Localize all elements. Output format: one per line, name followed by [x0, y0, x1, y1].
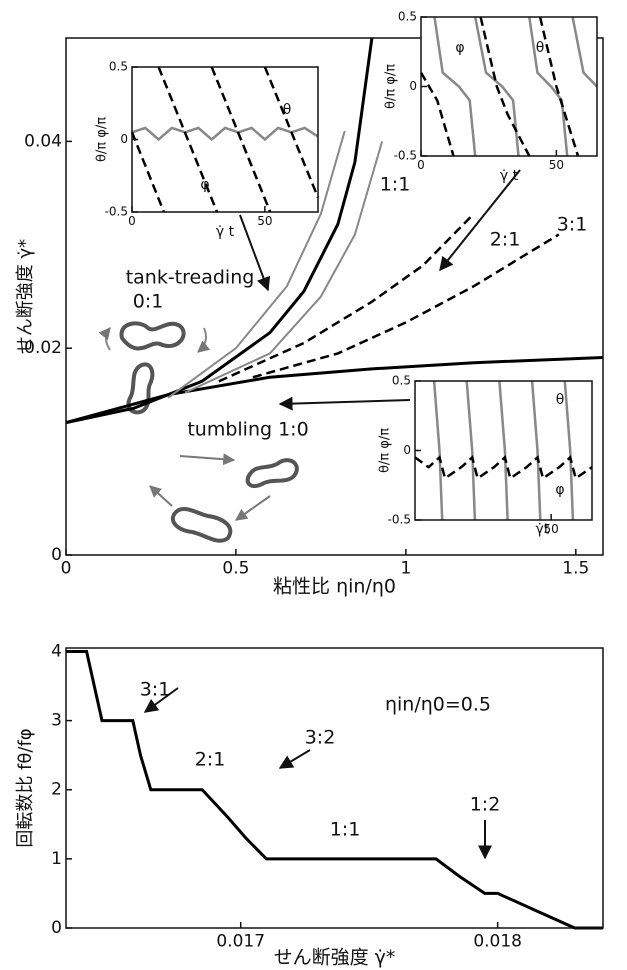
y-tick-label: 0.04: [24, 131, 62, 151]
annotation: θ: [536, 40, 545, 56]
annotation: 2:1: [195, 749, 226, 771]
y-tick-label: 0: [51, 545, 62, 565]
series-line: [167, 130, 346, 399]
annotation: ηin/η0=0.5: [385, 694, 491, 716]
x-tick-label: 0: [417, 158, 425, 172]
y-tick-label: 0: [403, 443, 411, 457]
x-tick-label: 50: [544, 522, 559, 536]
annotation: 0:1: [133, 291, 164, 313]
inset-background: [421, 17, 597, 156]
annotation: 3:1: [557, 214, 588, 236]
y-tick-label: -0.5: [388, 513, 411, 527]
series-line: [432, 380, 575, 521]
series-line: [65, 37, 374, 425]
y-tick-label: 2: [51, 780, 62, 800]
y-tick-label: -0.5: [105, 205, 128, 219]
inset-background: [415, 381, 592, 520]
x-axis-label: せん断強度 γ̇*: [274, 947, 396, 969]
x-tick-label: 0.017: [216, 932, 265, 952]
series-line: [184, 141, 384, 394]
y-tick-label: -0.5: [394, 149, 417, 163]
y-tick-label: 0: [409, 79, 417, 93]
y-tick-label: 1: [51, 849, 62, 869]
y-tick-label: 3: [51, 711, 62, 731]
annotation: 2:1: [490, 229, 521, 251]
series-line: [65, 356, 604, 425]
y-axis-label: θ/π φ/π: [378, 428, 393, 473]
y-tick-label: 0.02: [24, 338, 62, 358]
x-tick-label: 1: [400, 559, 411, 579]
series-line: [414, 455, 593, 481]
annotation: 1:1: [380, 174, 411, 196]
annotation: 3:1: [140, 679, 171, 701]
axes-frame: [65, 647, 604, 929]
annotation: 3:2: [305, 727, 336, 749]
inset-background: [132, 67, 318, 212]
x-tick-label: 0: [61, 559, 72, 579]
annotation: tank-treading: [126, 267, 255, 289]
series-line: [419, 16, 580, 157]
y-tick-label: 0.5: [109, 60, 128, 74]
series-line: [130, 66, 320, 213]
x-tick-label: 1.5: [562, 559, 589, 579]
series-line: [218, 212, 475, 383]
annotation: θ: [283, 102, 292, 118]
y-tick-label: 0: [51, 918, 62, 938]
annotation: φ: [555, 482, 564, 498]
series-line: [433, 16, 598, 157]
y-axis-label: せん断強度 γ̇*: [15, 239, 36, 354]
annotation: 1:1: [330, 819, 361, 841]
y-tick-label: 4: [51, 641, 62, 661]
y-axis-label: θ/π φ/π: [95, 117, 110, 162]
series-line: [131, 126, 319, 142]
decor: [98, 169, 521, 860]
x-tick-label: 0.5: [222, 559, 249, 579]
y-axis-label: 回転数比 fθ/fφ: [15, 728, 36, 847]
annotation: 1:2: [470, 794, 501, 816]
series-line: [66, 650, 603, 930]
x-axis-label: γ̇ t: [216, 224, 235, 240]
y-axis-label: θ/π φ/π: [384, 64, 399, 109]
annotation: θ: [556, 392, 565, 408]
y-tick-label: 0.5: [392, 374, 411, 388]
x-tick-label: 50: [549, 158, 564, 172]
y-tick-label: 0.5: [398, 10, 417, 24]
x-axis-label: γ̇t: [536, 522, 550, 538]
annotation: tumbling 1:0: [187, 419, 308, 441]
x-axis-label: γ̇ t: [500, 168, 519, 184]
x-tick-label: 50: [257, 214, 272, 228]
x-axis-label: 粘性比 ηin/η0: [273, 576, 396, 598]
series-line: [252, 233, 560, 379]
annotation: φ: [200, 177, 209, 193]
x-tick-label: 0: [128, 214, 136, 228]
axes-frame: [65, 37, 604, 556]
annotation: φ: [455, 40, 464, 56]
y-tick-label: 0: [120, 132, 128, 146]
x-tick-label: 0.018: [473, 932, 522, 952]
